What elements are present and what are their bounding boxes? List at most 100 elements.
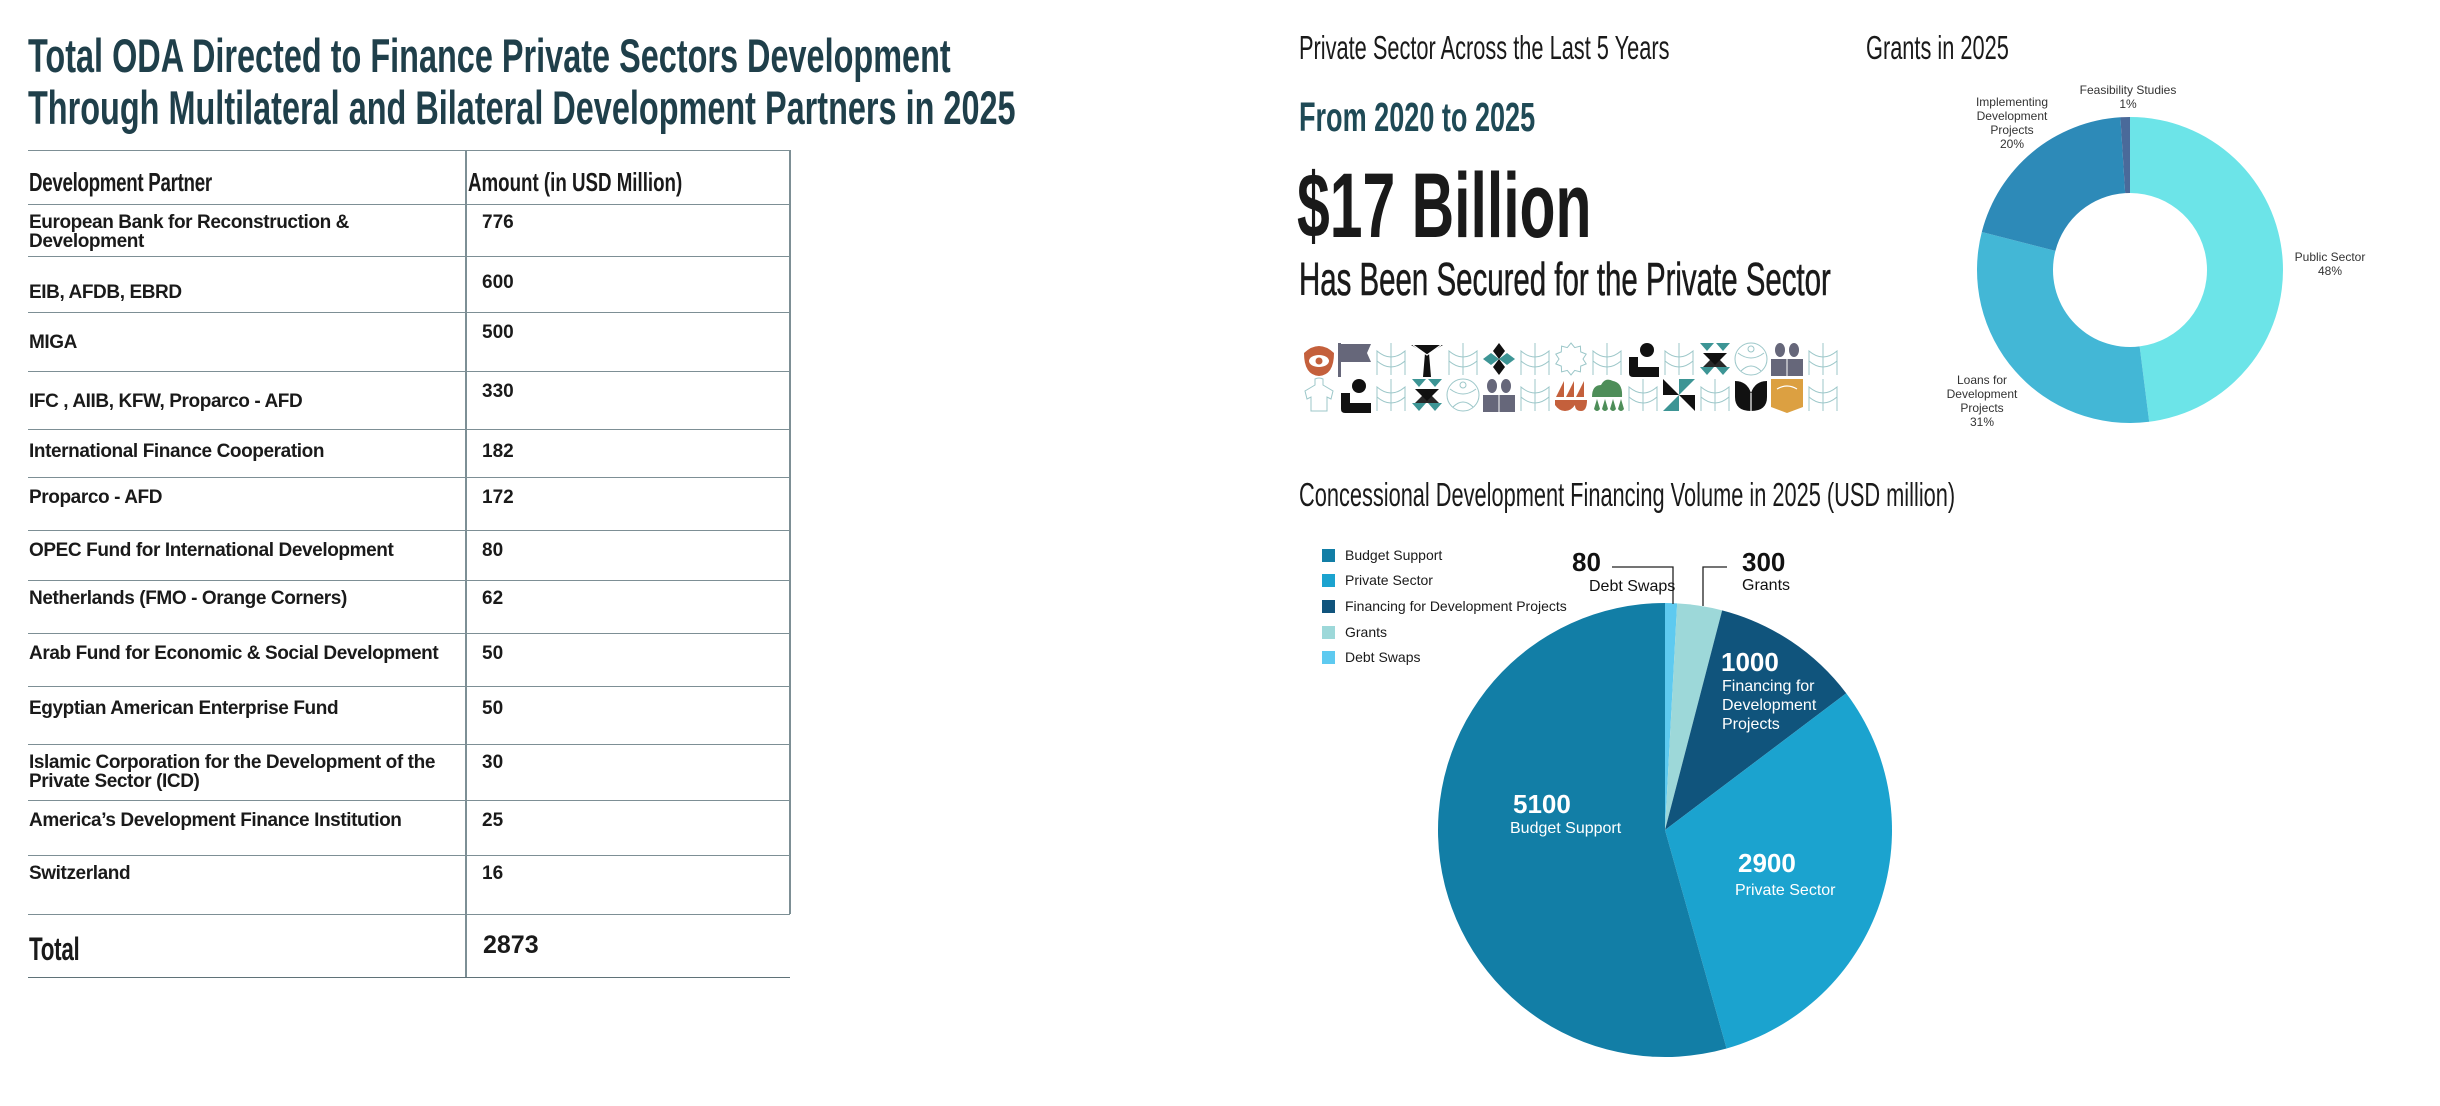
- donut-slice-feasibility-studies: [2120, 117, 2130, 194]
- open-book-icon: [1771, 379, 1803, 413]
- legend-item: Grants: [1322, 624, 1387, 640]
- partner-name: Egyptian American Enterprise Fund: [29, 698, 339, 719]
- table-row: EIB, AFDB, EBRD 600: [28, 256, 790, 312]
- outline-circle-icon: [1734, 342, 1768, 376]
- partner-amount: 182: [482, 441, 514, 462]
- total-label: Total: [29, 933, 454, 965]
- legend-label: Budget Support: [1345, 547, 1443, 563]
- partner-name: Islamic Corporation for the Development …: [29, 752, 435, 792]
- partner-name: America’s Development Finance Institutio…: [29, 810, 402, 831]
- readers-icon: [1771, 343, 1803, 376]
- concessional-chart-title-text: Concessional Development Financing Volum…: [1299, 476, 1956, 513]
- legend-swatch: [1322, 599, 1335, 613]
- partner-name: Arab Fund for Economic & Social Developm…: [29, 643, 439, 664]
- table-row: Switzerland 16: [28, 855, 790, 914]
- debt-swaps-name: Debt Swaps: [1589, 578, 1676, 595]
- legend-label: Financing for Development Projects: [1345, 598, 1567, 614]
- table-row: Arab Fund for Economic & Social Developm…: [28, 633, 790, 686]
- grants-name: Grants: [1742, 577, 1791, 594]
- debt-swaps-leader-line: [1612, 566, 1674, 604]
- secured-caption: Has Been Secured for the Private Sector: [1299, 253, 2130, 305]
- legend-item: Private Sector: [1322, 572, 1433, 588]
- outline-motif-icon: [1520, 343, 1550, 375]
- tree-rain-icon: [1592, 379, 1624, 411]
- legend-swatch: [1322, 573, 1335, 587]
- partner-amount: 600: [482, 272, 514, 293]
- legend-label: Debt Swaps: [1345, 649, 1421, 665]
- table-row: America’s Development Finance Institutio…: [28, 800, 790, 855]
- outline-motif-icon: [1700, 379, 1730, 411]
- header-partner: Development Partner: [29, 169, 454, 195]
- palm-tree-icon: [1411, 344, 1443, 377]
- person-sun-icon: [1341, 379, 1371, 413]
- outline-motif-icon: [1628, 379, 1658, 411]
- header-amount: Amount (in USD Million): [468, 169, 766, 195]
- legend-item: Budget Support: [1322, 547, 1442, 563]
- partner-name: European Bank for Reconstruction & Devel…: [29, 212, 349, 252]
- outline-motif-icon: [1808, 379, 1838, 411]
- partner-name: MIGA: [29, 332, 78, 353]
- table-right-border: [789, 150, 791, 914]
- eye-hand-icon: [1304, 346, 1334, 376]
- financing-value: 1000: [1721, 647, 1779, 677]
- donut-label: Public Sector 48%: [2294, 250, 2366, 278]
- partner-amount: 172: [482, 487, 514, 508]
- budget-support-value: 5100: [1513, 789, 1571, 819]
- pie-slice-financing-for-development-projects: [1665, 610, 1847, 830]
- table-row: IFC , AIIB, KFW, Proparco - AFD 330: [28, 371, 790, 429]
- table-row: Islamic Corporation for the Development …: [28, 744, 790, 800]
- grants-chart-title: Grants in 2025: [1866, 31, 2082, 65]
- partner-name: OPEC Fund for International Development: [29, 540, 394, 561]
- table-row: MIGA 500: [28, 312, 790, 371]
- table-row: International Finance Cooperation 182: [28, 429, 790, 477]
- pie-slice-debt-swaps: [1665, 603, 1678, 830]
- donut-slice-loans-for-development-projects: [1977, 231, 2150, 423]
- page-title-line-1: Total ODA Directed to Finance Private Se…: [28, 29, 951, 82]
- donut-label: Implementing Development Projects 20%: [1975, 95, 2049, 151]
- partner-amount: 500: [482, 322, 514, 343]
- private-sector-heading: Private Sector Across the Last 5 Years: [1299, 31, 1860, 65]
- header-partner-text: Development Partner: [29, 167, 212, 197]
- hourglass-triangles-icon: [1412, 379, 1442, 411]
- total-label-text: Total: [29, 931, 80, 967]
- grants-chart-title-text: Grants in 2025: [1866, 29, 2009, 66]
- table-row: Proparco - AFD 172: [28, 477, 790, 530]
- outline-person-icon: [1304, 377, 1334, 412]
- legend-label: Private Sector: [1345, 572, 1433, 588]
- outline-circle-icon: [1446, 378, 1480, 412]
- outline-motif-icon: [1520, 379, 1550, 411]
- private-sector-name: Private Sector: [1735, 882, 1836, 899]
- table-row: Egyptian American Enterprise Fund 50: [28, 686, 790, 744]
- debt-swaps-value: 80: [1572, 547, 1601, 577]
- partner-amount: 16: [482, 863, 504, 884]
- period-label: From 2020 to 2025: [1299, 96, 1657, 138]
- partner-amount: 80: [482, 540, 504, 561]
- partner-name: Proparco - AFD: [29, 487, 163, 508]
- partner-amount: 62: [482, 588, 504, 609]
- grants-value: 300: [1742, 547, 1786, 577]
- table-total-row: Total 2873: [28, 914, 790, 978]
- table-row: Netherlands (FMO - Orange Corners) 62: [28, 580, 790, 633]
- legend-swatch: [1322, 625, 1335, 639]
- legend-swatch: [1322, 650, 1335, 664]
- page-title: Total ODA Directed to Finance Private Se…: [28, 30, 1459, 134]
- legend-item: Financing for Development Projects: [1322, 598, 1567, 614]
- partner-amount: 50: [482, 698, 504, 719]
- partner-amount: 30: [482, 752, 504, 773]
- partner-name: Switzerland: [29, 863, 131, 884]
- pie-slice-grants: [1665, 603, 1723, 830]
- donut-slice-implementing-development-projects: [1981, 117, 2126, 251]
- outline-motif-icon: [1664, 343, 1694, 375]
- partner-name: Netherlands (FMO - Orange Corners): [29, 588, 347, 609]
- header-amount-text: Amount (in USD Million): [468, 167, 683, 197]
- outline-motif-icon: [1376, 379, 1406, 411]
- flag-icon: [1338, 343, 1371, 377]
- secured-amount: $17 Billion: [1297, 160, 1757, 252]
- outline-motif-icon: [1448, 343, 1478, 375]
- partner-name: IFC , AIIB, KFW, Proparco - AFD: [29, 391, 303, 412]
- private-sector-value: 2900: [1738, 848, 1796, 878]
- budget-support-name: Budget Support: [1510, 820, 1622, 837]
- legend-swatch: [1322, 548, 1335, 562]
- secured-caption-text: Has Been Secured for the Private Sector: [1299, 253, 1831, 305]
